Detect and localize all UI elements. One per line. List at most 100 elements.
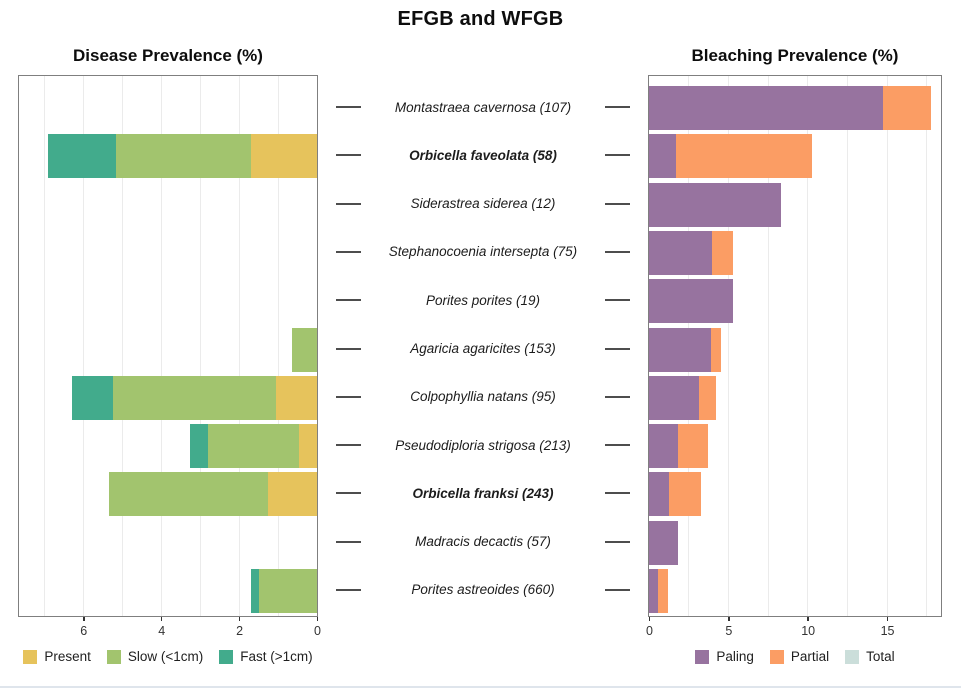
legend-item-total: Total [845,649,895,664]
disease-legend: Present Slow (<1cm) Fast (>1cm) [18,649,318,664]
species-name: Porites astreoides (660) [411,582,555,598]
bleaching-panel-title: Bleaching Prevalence (%) [691,46,899,65]
legend-item-partial: Partial [769,649,829,664]
figure-title: EFGB and WFGB [397,8,564,30]
species-name: Colpophyllia natans (95) [410,389,556,405]
category-tick-left [336,444,361,447]
disease-segment-slow-1cm [207,424,300,469]
gridline [767,76,769,616]
bleaching-segment-paling [649,182,781,227]
category-tick-right [605,299,630,302]
species-label-row: Siderastrea siderea (12) [318,180,648,228]
category-tick-left [336,588,361,591]
gridline [926,76,928,616]
bleaching-bar-row [649,132,941,180]
paling-label: Paling [716,649,754,664]
bleaching-segment-partial [668,472,701,517]
axis-tick-mark [160,617,163,621]
axis-tick-label: 10 [801,624,816,638]
total-swatch [845,649,860,664]
bleaching-segment-partial [710,327,722,372]
gridline [727,76,729,616]
disease-bar-row [19,374,317,422]
gridline [238,76,240,616]
category-tick-right [605,444,630,447]
axis-tick-mark [238,617,241,621]
fast-label: Fast (>1cm) [240,649,313,664]
species-name: Montastraea cavernosa (107) [394,99,572,115]
species-label-row: Orbicella faveolata (58) [318,131,648,179]
disease-panel-title: Disease Prevalence (%) [73,46,263,65]
species-label-row: Porites porites (19) [318,276,648,324]
gridline [846,76,848,616]
category-tick-right [605,588,630,591]
slow-swatch [106,649,121,664]
paling-swatch [695,649,710,664]
bleaching-segment-paling [649,424,679,469]
bleaching-segment-paling [649,472,669,517]
disease-segment-fast-1cm [48,134,117,179]
bleaching-plot-area [648,75,942,617]
bleaching-bar-row [649,567,941,615]
legend-item-fast: Fast (>1cm) [219,649,313,664]
legend-item-slow: Slow (<1cm) [106,649,204,664]
bleaching-bar-row [649,84,941,132]
gridline [82,76,84,616]
axis-tick-label: 0 [646,624,653,638]
legend-item-paling: Paling [695,649,754,664]
disease-bar-row [19,325,317,373]
disease-segment-slow-1cm [258,568,317,613]
bleaching-bar-row [649,277,941,325]
bleaching-segment-paling [649,327,711,372]
bleaching-bar-rows [649,84,941,615]
category-tick-right [605,540,630,543]
disease-bar-row [19,422,317,470]
disease-segment-slow-1cm [108,472,269,517]
gridline [277,76,279,616]
disease-segment-fast-1cm [190,424,208,469]
gridline [160,76,162,616]
axis-tick-label: 4 [158,624,166,638]
disease-bar-rows [19,84,317,615]
disease-bar-row [19,518,317,566]
disease-segment-slow-1cm [291,327,317,372]
disease-segment-present [268,472,317,517]
bleaching-segment-paling [649,375,699,420]
species-name: Madracis decactis (57) [415,534,551,550]
disease-segment-present [299,424,317,469]
category-tick-left [336,202,361,205]
disease-x-axis: 6 4 2 0 [20,617,321,645]
category-tick-left [336,299,361,302]
disease-segment-fast-1cm [71,375,113,420]
axis-tick-label: 2 [236,624,244,638]
bleaching-segment-paling [649,86,884,131]
category-tick-left [336,492,361,495]
species-name: Porites porites (19) [425,292,541,308]
fast-swatch [219,649,234,664]
species-name: Agaricia agaricites (153) [410,341,556,356]
species-name: Orbicella franksi (243) [412,485,554,501]
bleaching-bar-row [649,518,941,566]
bleaching-segment-partial [711,230,734,275]
axis-tick-mark [807,617,809,621]
bleaching-bar-row [649,325,941,373]
bleaching-segment-paling [649,568,658,613]
disease-segment-fast-1cm [250,568,259,613]
axis-tick-mark [316,617,319,621]
gridline [807,76,809,616]
disease-bar-row [19,470,317,518]
category-tick-left [336,154,361,157]
disease-segment-slow-1cm [112,375,277,420]
bleaching-segment-paling [649,230,712,275]
species-label-row: Orbicella franksi (243) [318,469,648,517]
gridline [121,76,123,616]
axis-tick-label: 0 [314,624,321,638]
slow-label: Slow (<1cm) [127,649,204,664]
present-label: Present [44,649,91,664]
species-label-row: Montastraea cavernosa (107) [318,83,648,131]
axis-tick-label: 6 [80,624,88,638]
total-label: Total [866,649,895,664]
bleaching-bar-row [649,181,941,229]
legend-item-present: Present [23,649,91,664]
